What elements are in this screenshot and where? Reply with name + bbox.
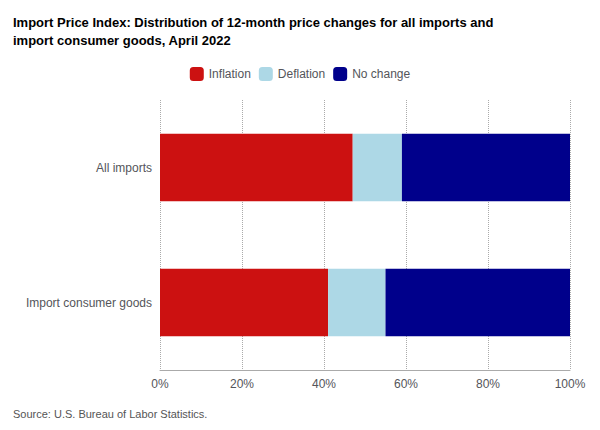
svg-text:import consumer goods, April 2: import consumer goods, April 2022 [13, 33, 231, 48]
svg-text:Import Price Index: Distributi: Import Price Index: Distribution of 12-m… [13, 15, 493, 30]
svg-text:60%: 60% [394, 377, 418, 391]
svg-text:Import consumer goods: Import consumer goods [26, 296, 152, 310]
svg-text:20%: 20% [230, 377, 254, 391]
svg-text:100%: 100% [555, 377, 586, 391]
svg-text:Source: U.S. Bureau of Labor S: Source: U.S. Bureau of Labor Statistics. [13, 408, 207, 420]
svg-text:No change: No change [352, 67, 410, 81]
svg-text:Deflation: Deflation [278, 67, 325, 81]
svg-text:80%: 80% [476, 377, 500, 391]
svg-text:40%: 40% [312, 377, 336, 391]
svg-text:All imports: All imports [96, 161, 152, 175]
svg-text:0%: 0% [151, 377, 169, 391]
svg-text:Inflation: Inflation [209, 67, 251, 81]
